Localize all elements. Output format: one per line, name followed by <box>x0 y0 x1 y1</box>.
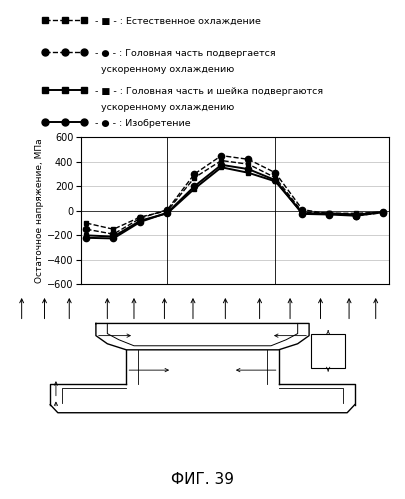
Text: - ■ - : Естественное охлаждение: - ■ - : Естественное охлаждение <box>95 17 261 26</box>
Bar <box>311 334 345 368</box>
Text: - ■ - : Головная часть и шейка подвергаются: - ■ - : Головная часть и шейка подвергаю… <box>95 87 323 96</box>
Text: - ● - : Головная часть подвергается: - ● - : Головная часть подвергается <box>95 49 276 58</box>
Text: - ● - : Изобретение: - ● - : Изобретение <box>95 119 191 128</box>
Y-axis label: Остаточное напряжение, МПа: Остаточное напряжение, МПа <box>35 139 44 283</box>
Text: ускоренному охлаждению: ускоренному охлаждению <box>95 65 234 74</box>
Text: ФИГ. 39: ФИГ. 39 <box>171 472 234 487</box>
Text: ускоренному охлаждению: ускоренному охлаждению <box>95 103 234 112</box>
